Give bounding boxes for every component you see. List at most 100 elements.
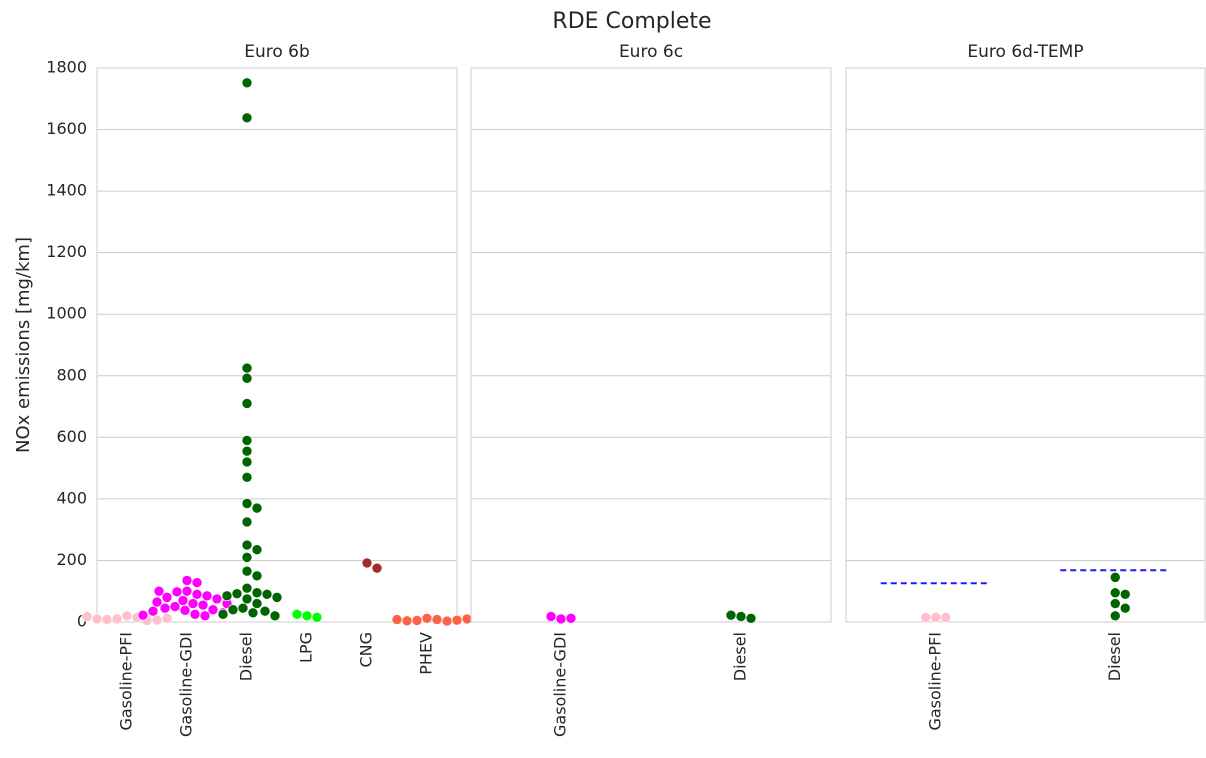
data-point xyxy=(217,609,229,620)
data-point xyxy=(1109,598,1121,609)
data-point xyxy=(261,588,273,600)
data-point xyxy=(920,612,932,623)
x-tick-label: Diesel xyxy=(237,632,256,681)
data-point xyxy=(241,582,253,594)
y-tick-label: 200 xyxy=(56,550,87,569)
data-point xyxy=(745,613,757,624)
data-point xyxy=(565,613,577,624)
data-point xyxy=(191,588,203,600)
data-point xyxy=(237,602,249,614)
data-point xyxy=(251,587,263,599)
data-point xyxy=(151,614,163,626)
panel-title: Euro 6d-TEMP xyxy=(967,42,1083,62)
data-point xyxy=(121,610,133,622)
data-point xyxy=(241,456,253,468)
data-point xyxy=(421,613,433,624)
chart-title: RDE Complete xyxy=(552,9,711,34)
x-tick-label: Diesel xyxy=(731,632,750,681)
x-tick-label: Diesel xyxy=(1105,632,1124,681)
data-point xyxy=(391,614,403,625)
data-point xyxy=(241,435,253,446)
data-point xyxy=(231,588,243,599)
data-point xyxy=(251,570,263,582)
data-point xyxy=(461,613,473,625)
data-point xyxy=(241,593,253,605)
data-point xyxy=(241,472,253,483)
data-point xyxy=(371,562,383,574)
y-tick-label: 1200 xyxy=(46,242,87,261)
data-point xyxy=(161,592,173,603)
y-tick-label: 600 xyxy=(56,427,87,446)
data-point xyxy=(361,557,373,569)
data-point xyxy=(171,586,183,598)
data-point xyxy=(241,77,253,89)
data-point xyxy=(241,398,253,409)
data-point xyxy=(241,539,253,551)
data-point xyxy=(940,612,952,623)
data-point xyxy=(169,601,181,612)
data-point xyxy=(91,613,103,625)
x-tick-label: Gasoline-PFI xyxy=(117,632,136,731)
data-point xyxy=(311,612,323,623)
data-point xyxy=(241,565,253,577)
data-point xyxy=(301,610,313,622)
x-tick-label: CNG xyxy=(357,632,376,668)
data-point xyxy=(401,615,413,627)
data-point xyxy=(201,590,213,602)
data-point xyxy=(161,613,173,624)
data-point xyxy=(187,598,199,609)
data-point xyxy=(179,605,191,616)
data-point xyxy=(930,612,942,623)
data-point xyxy=(1119,588,1131,600)
data-point xyxy=(251,502,263,514)
data-point xyxy=(725,609,737,621)
data-point xyxy=(221,590,233,602)
data-point xyxy=(151,596,163,608)
y-axis-label: NOx emissions [mg/km] xyxy=(13,237,34,453)
data-point xyxy=(431,614,443,625)
data-point xyxy=(545,611,557,622)
data-point xyxy=(1109,587,1121,599)
data-point xyxy=(199,610,211,622)
x-tick-label: Gasoline-GDI xyxy=(551,632,570,737)
data-point xyxy=(191,577,203,588)
x-tick-label: PHEV xyxy=(417,632,436,675)
data-point xyxy=(441,615,453,627)
data-point xyxy=(137,609,149,621)
data-point xyxy=(227,604,239,615)
data-point xyxy=(211,593,223,605)
panel-frame xyxy=(470,67,832,623)
panel-title: Euro 6b xyxy=(244,42,310,62)
data-point xyxy=(555,613,567,625)
y-tick-label: 400 xyxy=(56,488,87,507)
y-tick-label: 1400 xyxy=(46,181,87,200)
data-point xyxy=(181,575,193,586)
data-point xyxy=(241,445,253,457)
data-point xyxy=(159,602,171,614)
data-point xyxy=(1109,610,1121,622)
data-point xyxy=(259,605,271,617)
data-point xyxy=(251,544,263,555)
panel-title: Euro 6c xyxy=(619,42,683,62)
x-tick-label: LPG xyxy=(297,632,316,663)
data-point xyxy=(735,611,747,622)
data-point xyxy=(101,614,113,625)
data-point xyxy=(81,611,93,622)
data-point xyxy=(291,609,303,620)
data-point xyxy=(241,498,253,509)
y-tick-label: 1000 xyxy=(46,304,87,323)
data-point xyxy=(111,613,123,625)
y-tick-label: 800 xyxy=(56,365,87,384)
y-tick-label: 1600 xyxy=(46,119,87,138)
data-point xyxy=(241,372,253,384)
panel-frame xyxy=(845,67,1206,623)
data-point xyxy=(247,607,259,619)
data-point xyxy=(241,552,253,563)
data-point xyxy=(271,592,283,603)
data-point xyxy=(241,516,253,528)
data-point xyxy=(189,609,201,620)
x-tick-label: Gasoline-PFI xyxy=(925,632,944,731)
panel-frame xyxy=(96,67,458,623)
data-point xyxy=(241,112,253,124)
